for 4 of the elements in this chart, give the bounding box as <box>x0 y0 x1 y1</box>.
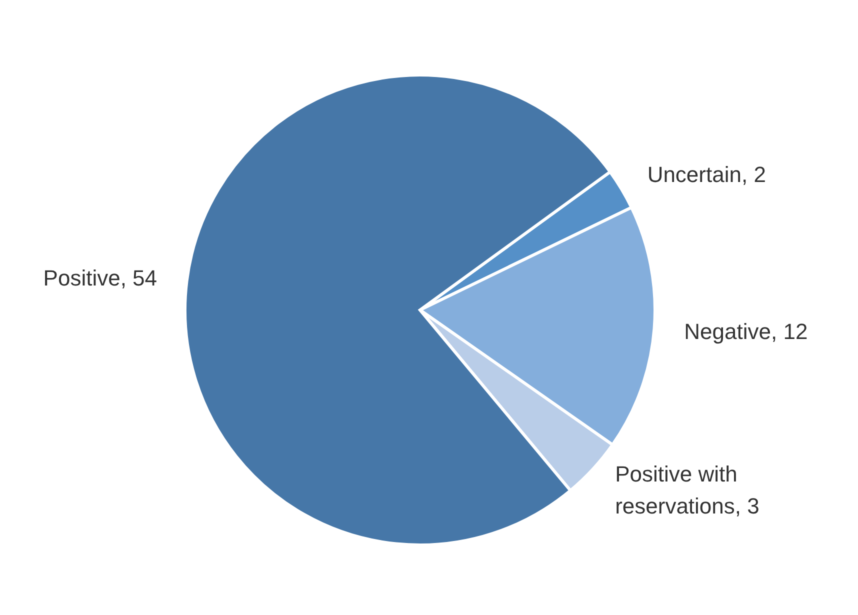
slice-label: Negative, 12 <box>684 318 808 344</box>
slice-label: Uncertain, 2 <box>647 161 766 186</box>
slice-label: Positive, 54 <box>43 264 158 290</box>
slice-label: Positive with reservations, 3 <box>615 460 760 518</box>
